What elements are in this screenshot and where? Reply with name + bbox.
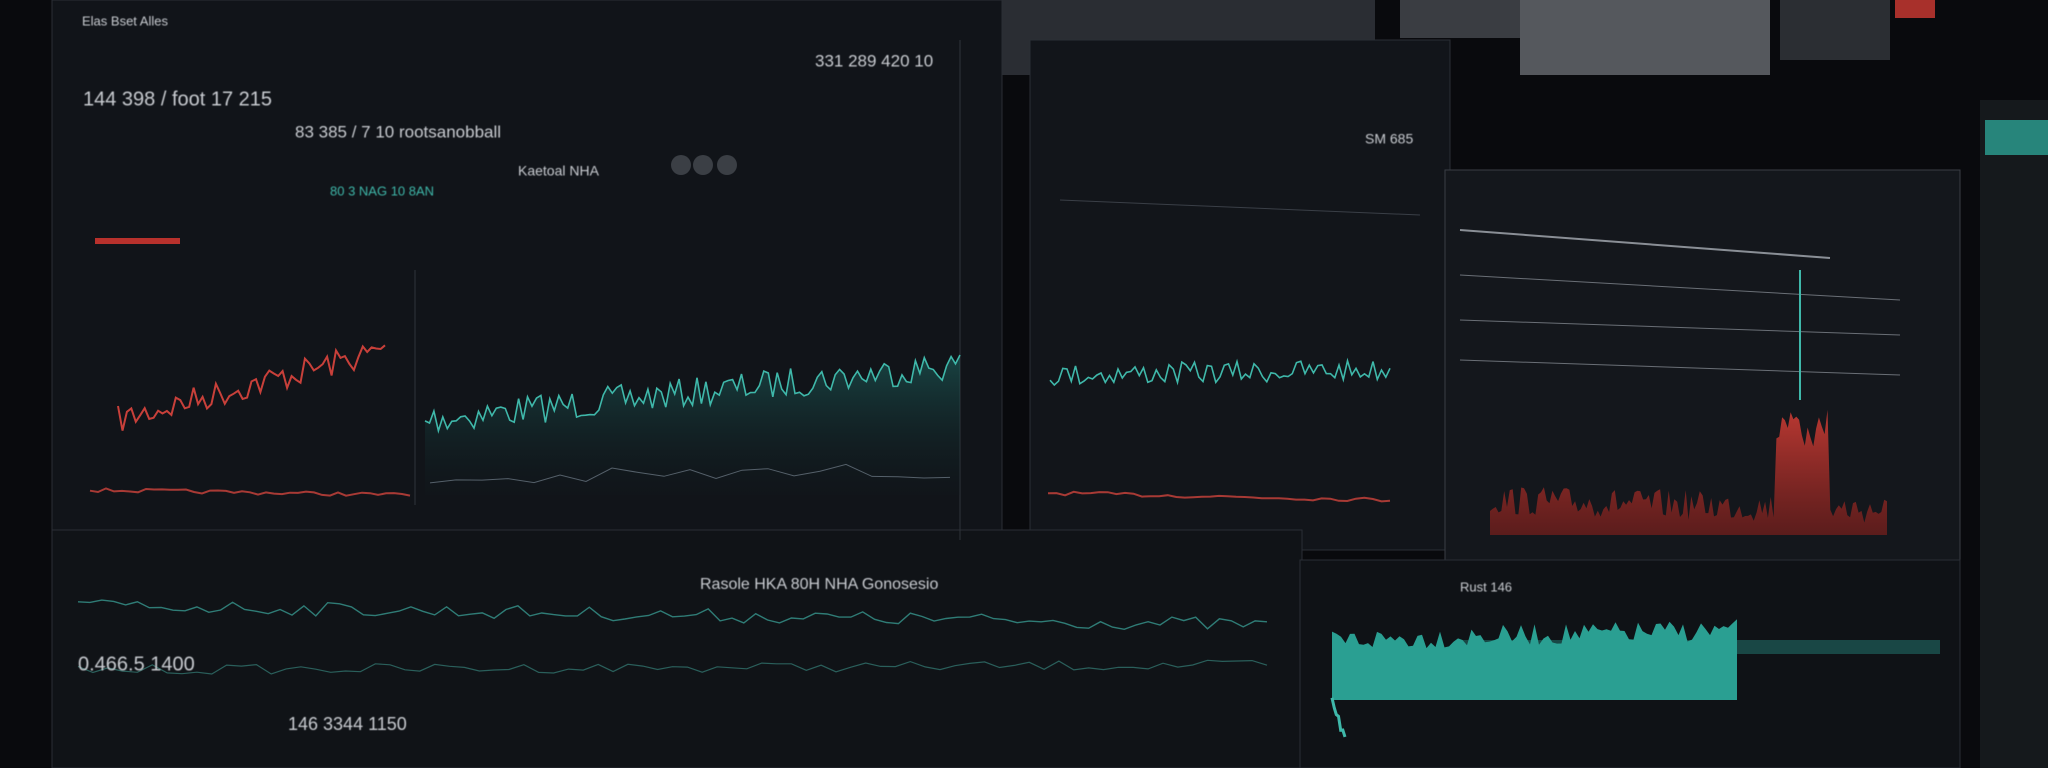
- teal-line: [1049, 357, 1391, 387]
- slider: [1459, 319, 1901, 336]
- icon: [671, 155, 691, 175]
- slider: [1459, 359, 1901, 376]
- legend-label: 80 3 NAG 10 8AN: [330, 183, 434, 198]
- divider: [1059, 199, 1421, 216]
- main-subtitle: 83 385 / 7 10 rootsanobball: [295, 122, 501, 141]
- grey-line: [429, 463, 951, 484]
- bottom-value: 0.466.5 1400: [78, 653, 195, 675]
- monitor-top: [1780, 0, 1890, 60]
- side-panel: [1029, 39, 1451, 551]
- slider: [1459, 274, 1901, 301]
- teal-area: [425, 355, 960, 495]
- slider: [1459, 229, 1831, 259]
- bottom-secondary: 146 3344 1150: [288, 714, 407, 734]
- red-flat: [89, 487, 411, 497]
- monitor-top: [1520, 0, 1770, 75]
- header-title: Elas Bset Alles: [82, 13, 168, 28]
- teal-line: [77, 599, 1268, 631]
- red-flat: [1047, 490, 1391, 503]
- main-note: Kaetoal NHA: [518, 163, 600, 179]
- icon: [717, 155, 737, 175]
- right-label: Rust 146: [1460, 579, 1512, 594]
- teal-line: [424, 354, 961, 434]
- red-line: [117, 344, 386, 431]
- teal-area: [1332, 619, 1737, 700]
- indicator: [1895, 0, 1935, 18]
- teal-line: [1330, 697, 1347, 738]
- side-value: SM 685: [1365, 131, 1413, 147]
- edge-bar: [1985, 120, 2048, 155]
- bottom-panel: [51, 529, 1303, 768]
- icon: [693, 155, 713, 175]
- legend-swatch: [95, 238, 180, 244]
- edge-screen: [1980, 100, 2048, 768]
- charts: [77, 344, 1887, 738]
- teal-line: [77, 659, 1268, 675]
- red-area: [1490, 409, 1887, 535]
- bottom-title: Rasole HKA 80H NHA Gonosesio: [700, 576, 938, 593]
- main-value: 144 398 / foot 17 215: [83, 88, 272, 110]
- top-value: 331 289 420 10: [815, 51, 933, 70]
